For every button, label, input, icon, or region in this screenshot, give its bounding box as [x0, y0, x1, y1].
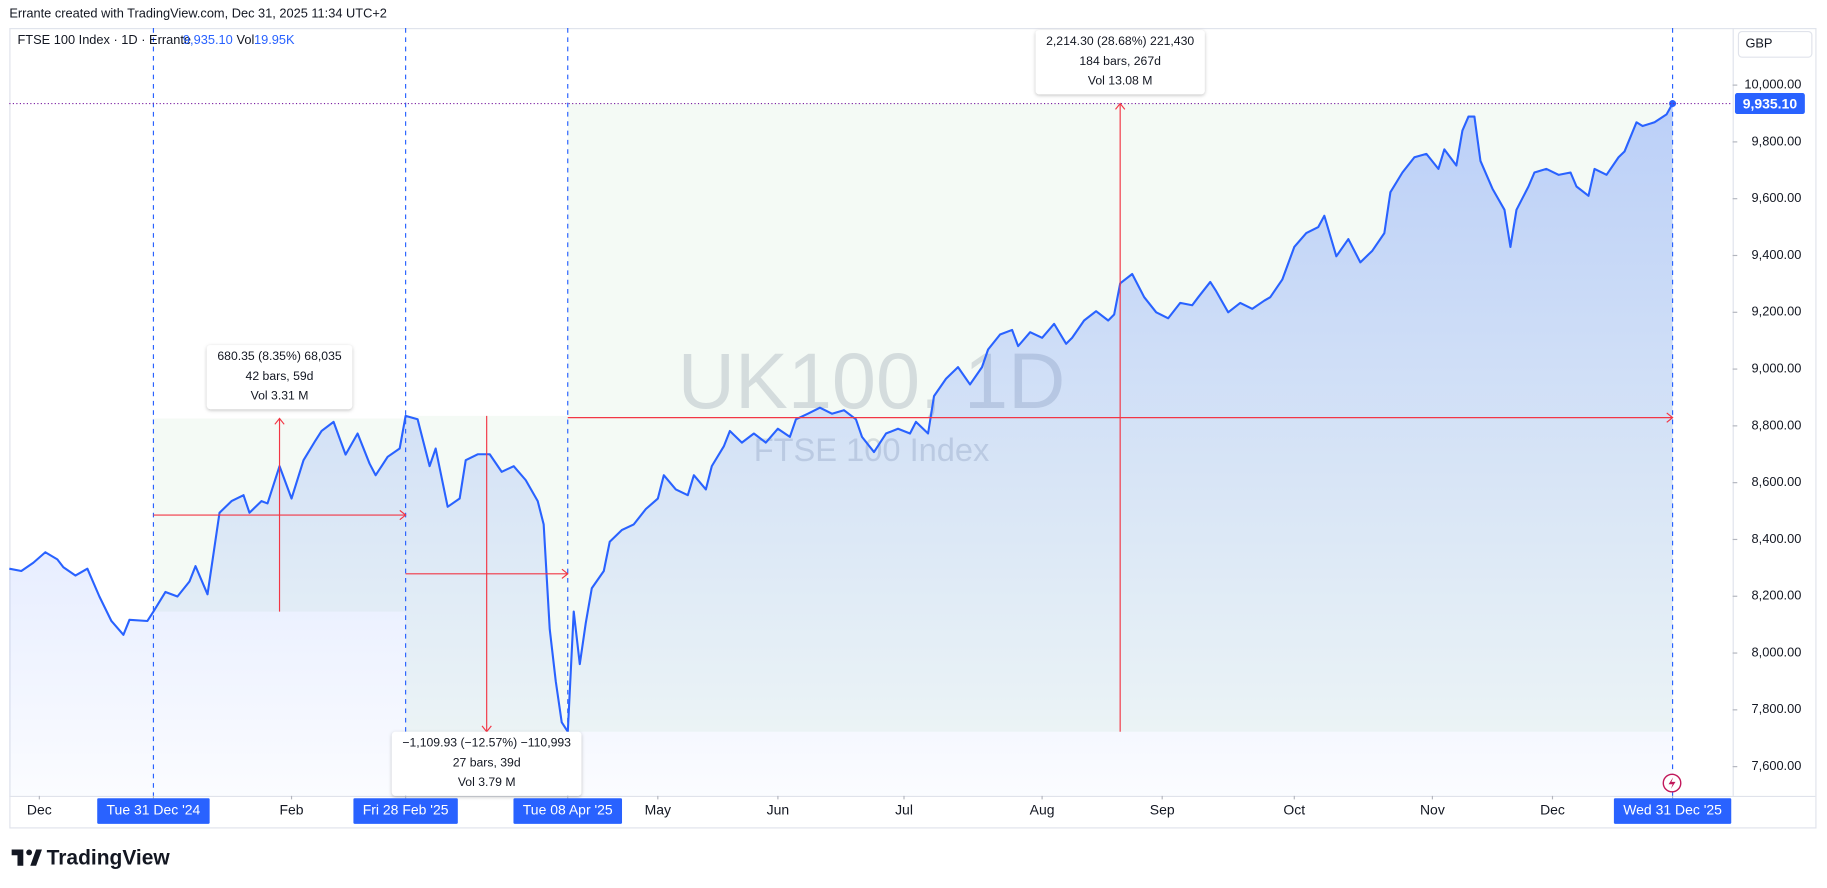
measure-arrow — [274, 417, 285, 425]
x-tick-highlight — [1613, 798, 1732, 824]
x-tick-label: Fri 28 Feb '25 — [363, 802, 449, 818]
x-tick-label: May — [645, 802, 671, 818]
measure-label-line: 184 bars, 267d — [1079, 54, 1161, 68]
measure-arrow — [561, 568, 569, 579]
y-tick-label: 9,400.00 — [1752, 247, 1802, 262]
measure-label-line: 680.35 (8.35%) 68,035 — [217, 349, 342, 363]
measure-label-line: Vol 3.79 M — [458, 775, 516, 789]
x-tick-label: Oct — [1283, 802, 1305, 818]
event-bolt — [1668, 777, 1676, 789]
measure-label-line: 2,214.30 (28.68%) 221,430 — [1046, 34, 1194, 48]
measure-label-line: −1,109.93 (−12.57%) −110,993 — [402, 736, 571, 750]
brand-logo — [11, 849, 42, 866]
measure-label-box — [206, 345, 353, 410]
currency: GBP — [1745, 36, 1772, 51]
y-tick-label: 9,000.00 — [1752, 360, 1802, 375]
x-tick-label: Aug — [1030, 802, 1055, 818]
logo-slash — [30, 849, 42, 866]
y-tick-label: 8,200.00 — [1752, 588, 1802, 603]
measure-label: −1,109.93 (−12.57%) −110,993 27 bars, 39d… — [391, 731, 582, 796]
x-tick-label: Jul — [895, 802, 913, 818]
x-tick-label: Dec — [1540, 802, 1565, 818]
y-tick-label: 8,400.00 — [1752, 531, 1802, 546]
x-tick-highlight — [97, 798, 210, 824]
last-value: 9,935.10 — [183, 32, 233, 47]
volume-value: 19.95K — [254, 32, 295, 47]
x-tick-label: Feb — [279, 802, 303, 818]
x-tick-highlight — [513, 798, 623, 824]
measure-label-line: Vol 13.08 M — [1088, 74, 1153, 88]
x-tick-label: Sep — [1150, 802, 1175, 818]
measure-label-line: Vol 3.31 M — [251, 389, 309, 403]
price-line — [9, 103, 1674, 733]
brand: TradingView — [47, 846, 171, 869]
measure-arrow — [399, 509, 407, 521]
y-tick-label: 7,800.00 — [1752, 701, 1802, 716]
measure-label: 2,214.30 (28.68%) 221,430 184 bars, 267d V… — [1035, 30, 1205, 95]
last-point — [1669, 100, 1677, 108]
x-tick-label: Jun — [767, 802, 790, 818]
symbol: FTSE 100 Index · 1D · Errante — [17, 32, 191, 47]
x-tick-label: Tue 31 Dec '24 — [107, 802, 201, 818]
y-tick-label: 8,800.00 — [1752, 417, 1802, 432]
y-tick-label: 9,800.00 — [1752, 133, 1802, 148]
measure-label-box — [1035, 30, 1205, 95]
measure-label-line: 42 bars, 59d — [246, 369, 314, 383]
credit: Errante created with TradingView.com, De… — [9, 5, 387, 20]
last-price-box — [1734, 93, 1805, 115]
measure-label: 680.35 (8.35%) 68,035 42 bars, 59d Vol 3.3… — [206, 345, 353, 410]
y-tick-label: 8,000.00 — [1752, 644, 1802, 659]
logo-dot — [26, 849, 33, 856]
measure-label-line: 27 bars, 39d — [453, 755, 521, 769]
currency-box[interactable] — [1737, 30, 1813, 58]
x-tick-label: Wed 31 Dec '25 — [1623, 802, 1722, 818]
measure-arrow — [1115, 102, 1126, 110]
y-tick-label: 8,600.00 — [1752, 474, 1802, 489]
y-tick-label: 9,200.00 — [1752, 304, 1802, 319]
area — [9, 103, 1673, 796]
measure-arrow — [1666, 412, 1674, 423]
x-tick-highlight — [353, 798, 458, 824]
last-price-label: 9,935.10 — [1743, 95, 1798, 111]
measure-label-box — [391, 731, 582, 796]
y-tick-label: 9,600.00 — [1752, 190, 1802, 205]
y-tick-label: 10,000.00 — [1744, 76, 1801, 91]
logo-mark — [11, 849, 24, 866]
x-tick-label: Nov — [1420, 802, 1445, 818]
x-tick-label: Dec — [27, 802, 52, 818]
volume-label: Vol — [237, 32, 255, 47]
frame — [9, 28, 1817, 829]
y-tick-label: 7,600.00 — [1752, 758, 1802, 773]
x-tick-label: Tue 08 Apr '25 — [523, 802, 613, 818]
